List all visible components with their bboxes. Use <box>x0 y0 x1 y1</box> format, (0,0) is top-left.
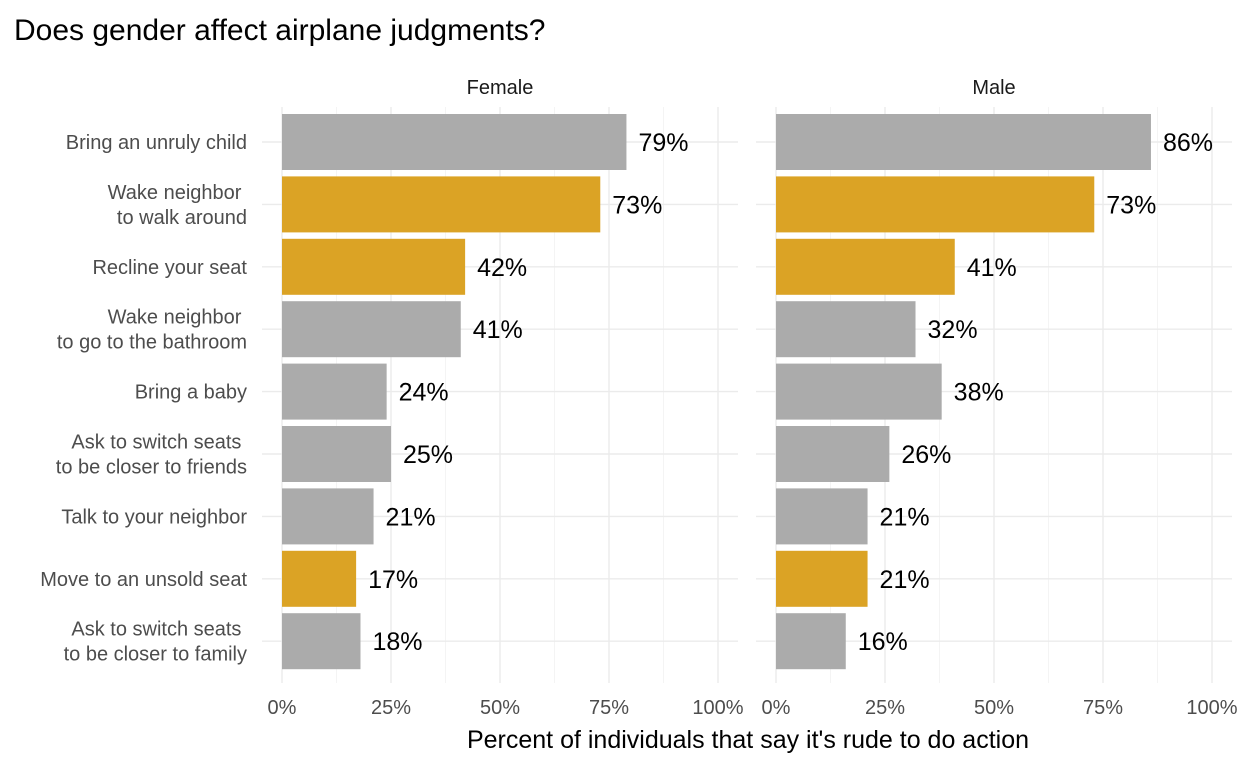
data-label: 79% <box>638 129 688 157</box>
chart-title: Does gender affect airplane judgments? <box>14 14 545 47</box>
bar <box>776 301 916 358</box>
facet-label-female: Female <box>467 77 534 99</box>
bar <box>282 114 627 170</box>
data-label: 18% <box>372 628 422 656</box>
data-label: 24% <box>399 379 449 407</box>
bar <box>282 363 387 420</box>
x-tick-label: 25% <box>371 697 411 719</box>
data-label: 38% <box>954 379 1004 407</box>
bar <box>282 426 391 482</box>
category-label: Recline your seat <box>92 257 247 279</box>
bar <box>282 176 601 233</box>
x-tick-label: 75% <box>589 697 629 719</box>
bar <box>776 176 1095 233</box>
bar <box>776 238 955 295</box>
category-labels: Bring an unruly child Wake neighbor to wa… <box>40 132 247 666</box>
data-label: 25% <box>403 441 453 469</box>
facet-label-male: Male <box>972 77 1015 99</box>
x-tick-label: 75% <box>1083 697 1123 719</box>
x-tick-label: 0% <box>268 697 297 719</box>
data-label: 73% <box>612 191 662 219</box>
bar <box>282 550 357 607</box>
bar <box>282 238 466 295</box>
bar <box>776 613 846 670</box>
bar <box>776 488 868 545</box>
panel-male: Male 86% 73% 41% 32% 38% 26% 21% 21% 16% 0% 25% 50% 7… <box>756 77 1238 719</box>
bar <box>776 426 890 482</box>
bar <box>282 613 361 670</box>
chart-panels: Female 79% 73% 42% 41% 24% 25% 21% 17% 18% 0% 25% 50… <box>262 77 1238 719</box>
data-label: 41% <box>967 254 1017 282</box>
x-tick-label: 25% <box>865 697 905 719</box>
data-label: 41% <box>473 316 523 344</box>
bar <box>776 550 868 607</box>
bar <box>282 488 374 545</box>
category-label: Bring an unruly child <box>66 132 247 154</box>
category-label: Move to an unsold seat <box>40 569 247 591</box>
category-label: Bring a baby <box>135 382 247 404</box>
data-label: 17% <box>368 566 418 594</box>
data-label: 16% <box>858 628 908 656</box>
data-label: 42% <box>477 254 527 282</box>
data-label: 21% <box>386 503 436 531</box>
category-label: Wake neighbor to walk around <box>108 182 247 229</box>
data-label: 21% <box>880 566 930 594</box>
data-label: 21% <box>880 503 930 531</box>
panel-female: Female 79% 73% 42% 41% 24% 25% 21% 17% 18% 0% 25% 50… <box>262 77 744 719</box>
bar <box>776 114 1151 170</box>
data-label: 86% <box>1163 129 1213 157</box>
data-label: 32% <box>928 316 978 344</box>
category-label: Ask to switch seats to be closer to frie… <box>56 432 247 479</box>
x-axis-title: Percent of individuals that say it's rud… <box>467 726 1029 754</box>
category-label: Wake neighbor to go to the bathroom <box>57 307 247 354</box>
x-tick-label: 100% <box>1186 697 1237 719</box>
category-label: Talk to your neighbor <box>61 506 247 528</box>
x-tick-label: 50% <box>974 697 1014 719</box>
data-label: 26% <box>901 441 951 469</box>
bar <box>282 301 461 358</box>
x-tick-label: 100% <box>692 697 743 719</box>
data-label: 73% <box>1106 191 1156 219</box>
x-tick-label: 0% <box>762 697 791 719</box>
category-label: Ask to switch seats to be closer to fami… <box>64 619 247 666</box>
x-tick-label: 50% <box>480 697 520 719</box>
bar <box>776 363 942 420</box>
